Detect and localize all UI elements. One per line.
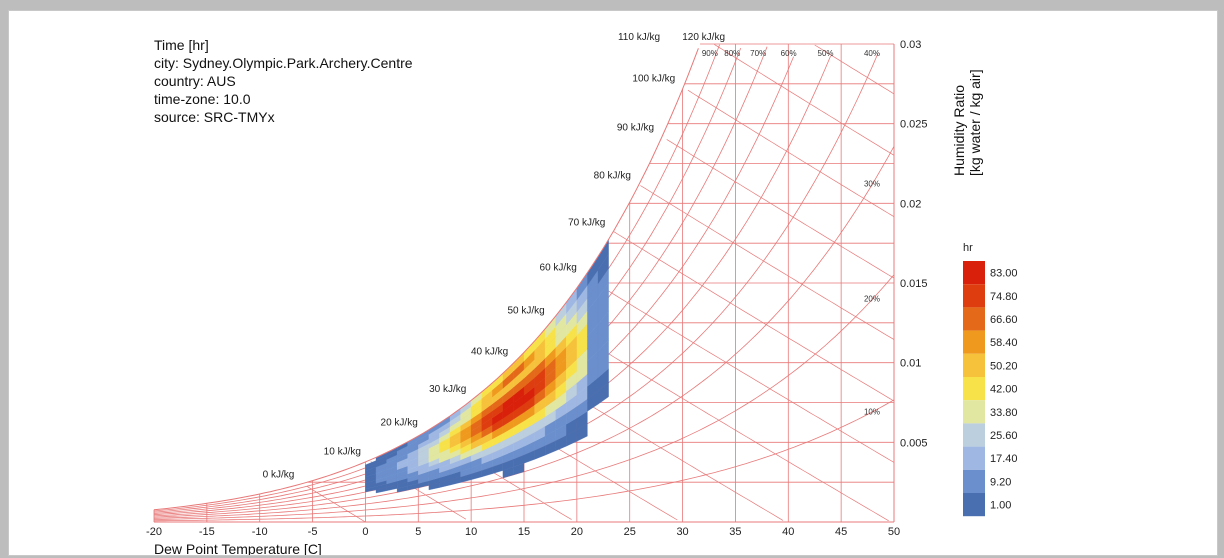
legend-label: 50.20 [990, 360, 1018, 372]
enthalpy-line [687, 89, 895, 217]
rh-label: 40% [864, 49, 880, 58]
rh-label: 20% [864, 295, 880, 304]
label-layer: -20 -15 -10 -5 0 5 10 15 20 25 30 35 40 45 50 0.005 0.01… [146, 32, 927, 538]
enthalpy-label: 70 kJ/kg [568, 217, 605, 228]
legend-swatch [963, 353, 985, 377]
legend-swatch [963, 377, 985, 401]
legend-swatch [963, 284, 985, 308]
legend-label: 66.60 [990, 314, 1018, 326]
info-line-country: country: AUS [154, 73, 236, 89]
enthalpy-label: 10 kJ/kg [324, 446, 361, 457]
legend-title: hr [963, 242, 973, 254]
x-tick-label: 30 [676, 526, 688, 538]
enthalpy-label: 60 kJ/kg [540, 263, 577, 274]
y-tick-label: 0.005 [900, 437, 928, 449]
enthalpy-label: 90 kJ/kg [617, 123, 654, 134]
legend-label: 74.80 [990, 291, 1018, 303]
enthalpy-label: 0 kJ/kg [263, 470, 295, 481]
rh-curve [153, 274, 895, 520]
x-tick-label: 50 [888, 526, 900, 538]
heatmap-layer [365, 238, 609, 494]
enthalpy-line [613, 231, 895, 402]
info-line-timezone: time-zone: 10.0 [154, 91, 251, 107]
info-block: Time [hr] city: Sydney.Olympic.Park.Arch… [154, 37, 413, 125]
legend-swatch [963, 493, 985, 517]
rh-curve [153, 399, 895, 522]
legend-swatch [963, 307, 985, 331]
y-tick-label: 0.03 [900, 39, 921, 51]
legend-swatch [963, 446, 985, 470]
x-tick-label: 10 [465, 526, 477, 538]
y-tick-label: 0.015 [900, 278, 928, 290]
enthalpy-label: 50 kJ/kg [507, 306, 544, 317]
legend-swatch [963, 400, 985, 424]
legend-swatch [963, 261, 985, 285]
rh-label: 70% [750, 49, 766, 58]
psychrometric-chart-panel: -20 -15 -10 -5 0 5 10 15 20 25 30 35 40 45 50 0.005 0.01… [8, 10, 1218, 556]
enthalpy-line [714, 44, 895, 156]
legend-label: 17.40 [990, 453, 1018, 465]
legend-label: 42.00 [990, 384, 1018, 396]
legend: hr 83.00 74.80 66.60 58.40 50.20 42.00 33.80 25… [963, 242, 1018, 517]
legend-label: 25.60 [990, 430, 1018, 442]
enthalpy-label: 100 kJ/kg [632, 73, 675, 84]
x-tick-label: -20 [146, 526, 162, 538]
x-tick-label: 45 [835, 526, 847, 538]
enthalpy-line [640, 185, 895, 340]
legend-swatch [963, 469, 985, 493]
x-tick-label: 20 [571, 526, 583, 538]
x-tick-label: -10 [252, 526, 268, 538]
x-tick-label: 5 [415, 526, 421, 538]
enthalpy-line [666, 139, 895, 279]
info-line-city: city: Sydney.Olympic.Park.Archery.Centre [154, 55, 413, 71]
rh-label: 90% [702, 49, 718, 58]
saturation-curve [153, 48, 699, 511]
enthalpy-label: 30 kJ/kg [429, 384, 466, 395]
x-tick-label: 40 [782, 526, 794, 538]
legend-label: 33.80 [990, 407, 1018, 419]
y-axis-title-units: [kg water / kg air] [967, 69, 983, 176]
x-tick-label: 35 [729, 526, 741, 538]
y-tick-label: 0.01 [900, 358, 921, 370]
x-axis-title: Dew Point Temperature [C] [154, 541, 322, 556]
enthalpy-line [587, 277, 895, 463]
rh-label: 50% [818, 49, 834, 58]
enthalpy-line [814, 44, 895, 95]
enthalpy-label: 20 kJ/kg [381, 418, 418, 429]
info-line-title: Time [hr] [154, 37, 209, 53]
rh-label: 80% [724, 49, 740, 58]
legend-swatch [963, 330, 985, 354]
x-tick-label: 0 [362, 526, 368, 538]
psychrometric-chart: -20 -15 -10 -5 0 5 10 15 20 25 30 35 40 45 50 0.005 0.01… [146, 32, 1018, 556]
legend-label: 9.20 [990, 476, 1011, 488]
enthalpy-line [307, 486, 366, 523]
enthalpy-line [555, 321, 889, 522]
legend-swatch [963, 423, 985, 447]
y-axis-title-main: Humidity Ratio [951, 85, 967, 176]
x-tick-label: 15 [518, 526, 530, 538]
y-tick-label: 0.025 [900, 119, 928, 131]
legend-label: 1.00 [990, 500, 1011, 512]
y-tick-label: 0.02 [900, 198, 921, 210]
enthalpy-label: 110 kJ/kg [618, 32, 660, 43]
rh-label: 30% [864, 179, 880, 188]
legend-swatches: 83.00 74.80 66.60 58.40 50.20 42.00 33.80 25.60… [963, 261, 1018, 517]
enthalpy-label: 40 kJ/kg [471, 346, 508, 357]
rh-label: 60% [781, 49, 797, 58]
info-line-source: source: SRC-TMYx [154, 109, 275, 125]
saturation-layer [153, 44, 895, 523]
enthalpy-label: 80 kJ/kg [594, 171, 631, 182]
enthalpy-label: 120 kJ/kg [682, 32, 725, 43]
legend-label: 83.00 [990, 268, 1018, 280]
x-tick-label: -5 [308, 526, 318, 538]
rh-label: 10% [864, 408, 880, 417]
y-axis-title: Humidity Ratio [kg water / kg air] [951, 69, 983, 176]
legend-label: 58.40 [990, 337, 1018, 349]
x-tick-label: 25 [624, 526, 636, 538]
x-tick-label: -15 [199, 526, 215, 538]
